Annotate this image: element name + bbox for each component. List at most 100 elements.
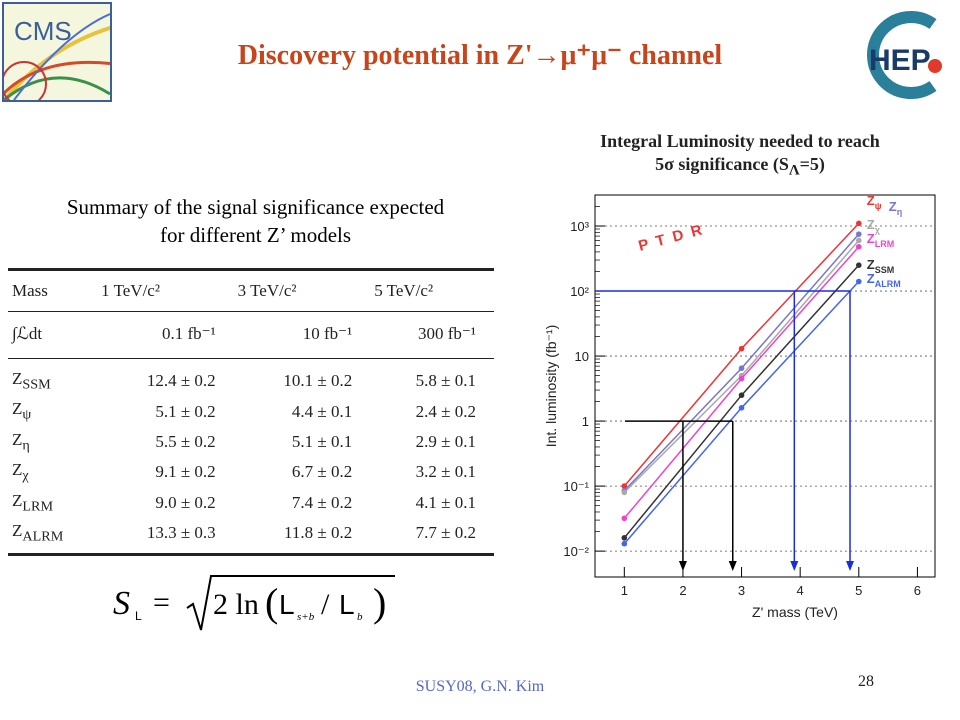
summary-line-2: for different Z’ models — [159, 223, 352, 248]
chart-heading: Integral Luminosity needed to reach 5σ s… — [530, 130, 950, 181]
legend-label: Zψ — [867, 193, 882, 211]
table-cell: 2.4 ± 0.2 — [415, 401, 476, 421]
table-cell: 4.1 ± 0.1 — [415, 492, 476, 512]
table-header-1tev: 1 TeV/c² — [97, 268, 234, 312]
x-tick-label: 5 — [855, 583, 862, 598]
data-point — [855, 220, 862, 227]
table-cell: 7.4 ± 0.2 — [291, 492, 353, 512]
x-axis-label: Z' mass (TeV) — [752, 604, 838, 620]
model-sub: η — [22, 437, 30, 454]
data-point — [621, 489, 628, 496]
table-cell: 5.1 ± 0.2 — [155, 401, 216, 421]
legend-label: Zχ — [867, 217, 881, 235]
significance-formula: S L = 2 ln ( L s+b / L b ) — [105, 568, 405, 638]
chart-heading-line-2: 5σ significance (SΛ=5) — [655, 154, 825, 179]
data-point — [855, 262, 862, 268]
table-row: ZLRM 9.0 ± 0.2 7.4 ± 0.2 4.1 ± 0.1 — [8, 488, 494, 518]
svg-text:/: / — [321, 588, 330, 621]
table-cell: 6.7 ± 0.2 — [291, 462, 353, 482]
table-cell: 7.7 ± 0.2 — [370, 517, 494, 557]
data-point — [855, 278, 862, 285]
cms-logo: CMS — [2, 2, 112, 102]
data-point — [738, 392, 745, 399]
formula-lhs: S — [113, 585, 130, 622]
table-row: Zη 5.5 ± 0.2 5.1 ± 0.1 2.9 ± 0.1 — [8, 427, 494, 457]
y-axis-label: Int. luminosity (fb⁻¹) — [543, 325, 559, 448]
y-tick-label: 10³ — [570, 219, 589, 234]
table-lumi-2: 10 fb⁻¹ — [233, 311, 371, 359]
svg-text:L: L — [279, 589, 295, 620]
data-point — [621, 535, 628, 541]
table-row: Zψ 5.1 ± 0.2 4.4 ± 0.1 2.4 ± 0.2 — [8, 396, 494, 426]
y-tick-label: 10 — [575, 349, 589, 364]
table-cell: 5.8 ± 0.1 — [415, 371, 476, 391]
table-lumi-label: ∫ℒdt — [8, 311, 98, 359]
legend-label: Zη — [889, 199, 902, 217]
model-sub: LRM — [22, 497, 54, 514]
table-cell: 12.4 ± 0.2 — [146, 371, 216, 391]
guide-arrow-head — [790, 561, 799, 571]
table-header-5tev: 5 TeV/c² — [370, 268, 494, 312]
x-tick-label: 4 — [797, 583, 804, 598]
luminosity-chart: 10⁻² 10⁻¹ 1 10 10² 10³ 1 2 3 4 5 6 Z' mass (TeV) Int.… — [540, 185, 945, 635]
legend-label: ZLRM — [867, 231, 894, 249]
legend-label: ZALRM — [867, 271, 901, 289]
data-point — [738, 405, 745, 411]
table-cell: 10.1 ± 0.2 — [283, 371, 353, 391]
svg-text:2 ln: 2 ln — [213, 588, 259, 621]
data-point — [738, 365, 745, 372]
model-sub: SSM — [22, 376, 51, 393]
table-cell: 9.0 ± 0.2 — [155, 492, 216, 512]
table-cell: 2.9 ± 0.1 — [415, 431, 476, 451]
chart-svg: 10⁻² 10⁻¹ 1 10 10² 10³ 1 2 3 4 5 6 Z' mass (TeV) Int.… — [543, 193, 936, 620]
guide-arrow-head — [678, 561, 687, 571]
data-point — [738, 345, 745, 352]
y-tick-label: 10⁻² — [563, 544, 589, 559]
table-cell: 9.1 ± 0.2 — [155, 462, 216, 482]
data-point — [738, 375, 745, 382]
svg-text:b: b — [357, 611, 363, 623]
guide-arrow-head — [728, 561, 737, 571]
table-row: Zχ 9.1 ± 0.2 6.7 ± 0.2 3.2 ± 0.1 — [8, 457, 494, 487]
data-point — [621, 483, 628, 489]
significance-table: Mass 1 TeV/c² 3 TeV/c² 5 TeV/c² ∫ℒdt 0.1… — [8, 268, 494, 557]
page-title: Discovery potential in Z'→μ⁺μ⁻ channel — [237, 40, 723, 71]
table-row: ZALRM 13.3 ± 0.3 11.8 ± 0.2 7.7 ± 0.2 — [8, 517, 494, 557]
svg-text:s+b: s+b — [297, 611, 315, 623]
y-tick-label: 10⁻¹ — [563, 479, 589, 494]
svg-text:=: = — [153, 586, 170, 619]
svg-text:): ) — [373, 580, 386, 625]
plot-frame — [594, 194, 936, 578]
hep-logo: HEP — [855, 10, 950, 100]
table-cell: 5.5 ± 0.2 — [155, 431, 216, 451]
guide-arrow-head — [846, 561, 854, 571]
y-tick-label: 1 — [582, 414, 589, 429]
table-header-3tev: 3 TeV/c² — [233, 268, 371, 312]
chart-heading-line-1: Integral Luminosity needed to reach — [600, 131, 880, 151]
summary-line-1: Summary of the signal significance expec… — [66, 195, 445, 219]
table-cell: 4.4 ± 0.1 — [291, 401, 353, 421]
table-row: ZSSM 12.4 ± 0.2 10.1 ± 0.2 5.8 ± 0.1 — [8, 359, 494, 397]
table-header-mass: Mass — [8, 268, 98, 312]
svg-text:L: L — [339, 589, 355, 620]
data-point — [621, 515, 628, 522]
model-sub: ALRM — [22, 528, 64, 545]
hep-logo-text: HEP — [869, 44, 931, 77]
data-point — [855, 231, 862, 237]
svg-text:(: ( — [265, 580, 278, 625]
data-point — [621, 540, 628, 547]
table-cell: 11.8 ± 0.2 — [233, 517, 371, 557]
table-cell: 5.1 ± 0.1 — [291, 431, 353, 451]
table-lumi-1: 0.1 fb⁻¹ — [97, 311, 234, 359]
footer-text: SUSY08, G.N. Kim — [415, 678, 545, 695]
data-point — [855, 237, 862, 244]
table-lumi-3: 300 fb⁻¹ — [370, 311, 494, 359]
data-point — [855, 243, 862, 250]
table-cell: 3.2 ± 0.1 — [415, 462, 476, 482]
x-tick-label: 1 — [621, 583, 628, 598]
legend-label: ZSSM — [867, 257, 894, 275]
y-tick-label: 10² — [570, 284, 589, 299]
table-cell: 13.3 ± 0.3 — [97, 517, 234, 557]
x-tick-label: 3 — [738, 583, 745, 598]
page-number: 28 — [858, 673, 874, 690]
